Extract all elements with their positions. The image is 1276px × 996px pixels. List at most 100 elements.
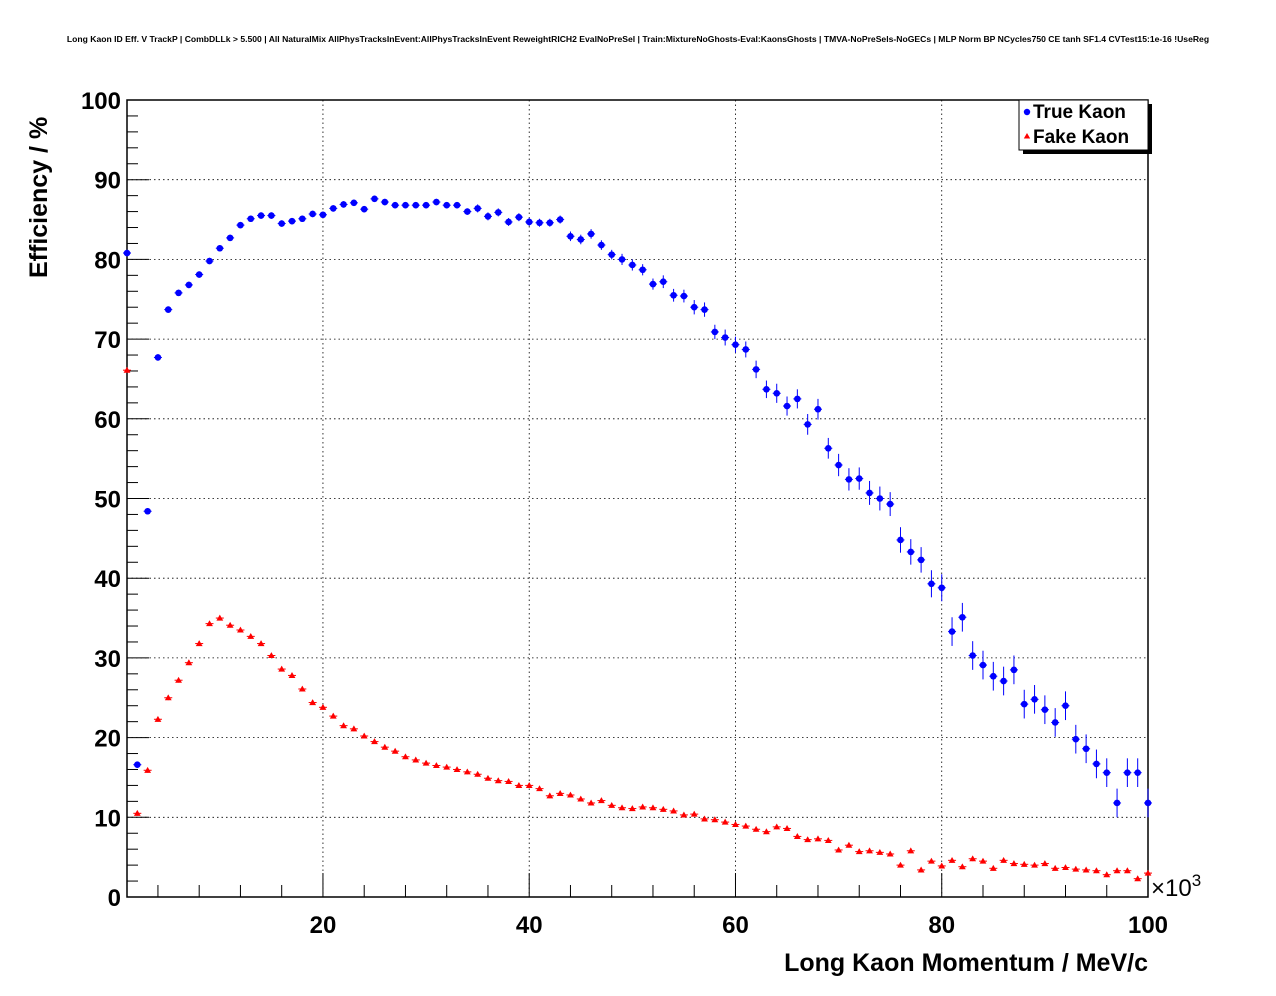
data-point <box>886 850 894 857</box>
data-point <box>443 763 451 770</box>
data-point <box>329 712 337 719</box>
data-point <box>793 833 801 839</box>
data-point <box>226 234 234 242</box>
data-point <box>711 816 719 823</box>
data-point <box>639 266 646 274</box>
data-point <box>814 405 822 413</box>
legend-marker-true-kaon <box>1023 108 1031 116</box>
data-point <box>577 236 585 243</box>
data-point <box>659 805 667 812</box>
data-point <box>474 770 482 777</box>
data-point <box>536 785 543 792</box>
data-point <box>319 211 327 219</box>
data-point <box>618 256 626 263</box>
data-point <box>1144 869 1152 876</box>
data-point <box>185 281 193 289</box>
y-tick-label: 10 <box>94 805 121 832</box>
data-point <box>267 652 275 659</box>
data-point <box>1051 719 1059 726</box>
axis-ticks <box>127 99 1149 898</box>
data-point <box>371 195 378 203</box>
data-point <box>990 672 997 680</box>
data-point <box>835 461 842 469</box>
y-tick-label: 90 <box>94 168 121 195</box>
data-point <box>1113 799 1121 807</box>
y-tick-labels: 0 10 20 30 40 50 60 70 80 90 100 <box>81 88 121 912</box>
data-point <box>185 659 193 666</box>
data-point <box>175 676 182 683</box>
data-point <box>556 789 564 796</box>
legend-marker-fake-kaon <box>1023 133 1031 139</box>
data-point <box>298 685 306 692</box>
x-axis-title: Long Kaon Momentum / MeV/c <box>784 949 1148 977</box>
data-point <box>144 507 151 515</box>
data-point <box>732 341 739 348</box>
y-tick-label: 100 <box>81 88 121 115</box>
data-point <box>206 620 213 627</box>
svg-text:×103: ×103 <box>1151 871 1201 902</box>
data-point <box>1000 677 1007 685</box>
data-point <box>649 280 657 288</box>
data-point <box>340 722 347 729</box>
data-point <box>268 212 275 219</box>
data-point <box>381 198 389 206</box>
data-point <box>783 402 791 410</box>
data-point <box>979 661 987 669</box>
data-point <box>412 201 420 209</box>
data-point <box>288 672 296 678</box>
data-point <box>556 216 564 223</box>
data-point <box>536 219 543 227</box>
data-point <box>855 848 863 855</box>
data-point <box>546 219 554 227</box>
data-point <box>402 753 409 760</box>
data-point <box>742 346 750 353</box>
data-point <box>866 489 873 497</box>
x-tick-label: 100 <box>1128 912 1168 939</box>
data-point <box>422 759 430 766</box>
x-multiplier: ×103 <box>1151 871 1201 902</box>
data-point <box>278 665 286 672</box>
data-point <box>721 818 729 825</box>
data-point <box>701 306 708 313</box>
data-point <box>711 328 719 336</box>
data-point <box>917 556 925 564</box>
data-point <box>1072 865 1080 872</box>
data-point <box>628 805 636 812</box>
y-tick-label: 50 <box>94 487 121 514</box>
y-axis-title: Efficiency / % <box>25 117 53 278</box>
data-point <box>866 847 873 854</box>
data-point <box>1031 696 1038 703</box>
data-point <box>629 261 636 269</box>
data-point <box>154 715 162 722</box>
data-point <box>371 738 378 745</box>
data-point <box>907 847 915 854</box>
data-point <box>773 823 781 830</box>
data-point <box>1000 856 1008 863</box>
data-point <box>567 232 574 240</box>
data-point <box>484 774 492 781</box>
data-point <box>938 862 946 869</box>
data-point <box>1051 864 1059 871</box>
data-point <box>175 289 182 297</box>
data-point <box>959 613 966 621</box>
data-point <box>1072 735 1080 743</box>
data-point <box>763 386 770 393</box>
data-point <box>608 801 616 808</box>
grid-lines <box>127 100 1148 897</box>
data-point <box>309 210 316 218</box>
data-point <box>1082 745 1090 753</box>
data-point <box>494 777 502 784</box>
data-point <box>721 334 729 341</box>
data-point <box>237 626 244 633</box>
data-point <box>329 205 337 212</box>
y-tick-label: 80 <box>94 247 121 274</box>
data-point <box>701 815 708 822</box>
data-point <box>618 804 626 811</box>
data-point <box>876 495 884 502</box>
data-point <box>928 580 935 588</box>
data-point <box>1144 799 1152 807</box>
data-point <box>1020 860 1028 867</box>
data-point <box>969 652 976 659</box>
legend: True Kaon Fake Kaon <box>1018 99 1152 154</box>
data-point <box>525 782 533 788</box>
